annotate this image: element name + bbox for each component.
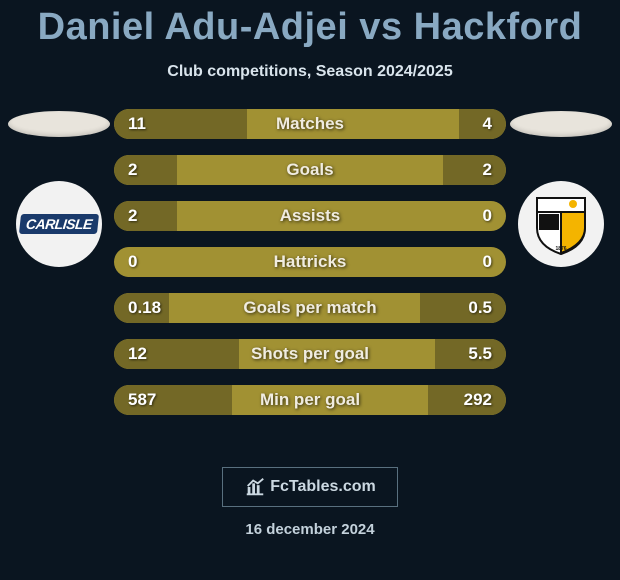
carlisle-badge-text: CARLISLE [19, 214, 99, 234]
comparison-card: Daniel Adu-Adjei vs Hackford Club compet… [0, 0, 620, 580]
stat-row: 22Goals [114, 155, 506, 185]
stat-label: Goals [114, 155, 506, 185]
footer-brand: FcTables.com [222, 467, 398, 507]
stat-row: 0.180.5Goals per match [114, 293, 506, 323]
chart-icon [244, 476, 266, 498]
stat-row: 587292Min per goal [114, 385, 506, 415]
stat-label: Min per goal [114, 385, 506, 415]
footer-brand-text: FcTables.com [270, 478, 376, 496]
player-right-photo-placeholder [510, 111, 612, 137]
stat-label: Shots per goal [114, 339, 506, 369]
stat-label: Goals per match [114, 293, 506, 323]
stat-row: 114Matches [114, 109, 506, 139]
player-left-column: CARLISLE [4, 109, 114, 267]
stat-label: Matches [114, 109, 506, 139]
svg-text:1876: 1876 [555, 246, 566, 252]
stat-row: 125.5Shots per goal [114, 339, 506, 369]
player-left-club-badge: CARLISLE [16, 181, 102, 267]
stat-bars: 114Matches 22Goals 20Assists 00Hattricks 0.1… [114, 109, 506, 431]
player-right-column: 1876 [506, 109, 616, 267]
stat-row: 00Hattricks [114, 247, 506, 277]
stat-label: Assists [114, 201, 506, 231]
content-area: CARLISLE 1876 114Matc [0, 109, 620, 449]
stat-label: Hattricks [114, 247, 506, 277]
page-title: Daniel Adu-Adjei vs Hackford [0, 0, 620, 49]
date-text: 16 december 2024 [0, 521, 620, 538]
stat-row: 20Assists [114, 201, 506, 231]
port-vale-shield-icon: 1876 [533, 192, 589, 256]
player-left-photo-placeholder [8, 111, 110, 137]
subtitle: Club competitions, Season 2024/2025 [0, 63, 620, 81]
player-right-club-badge: 1876 [518, 181, 604, 267]
